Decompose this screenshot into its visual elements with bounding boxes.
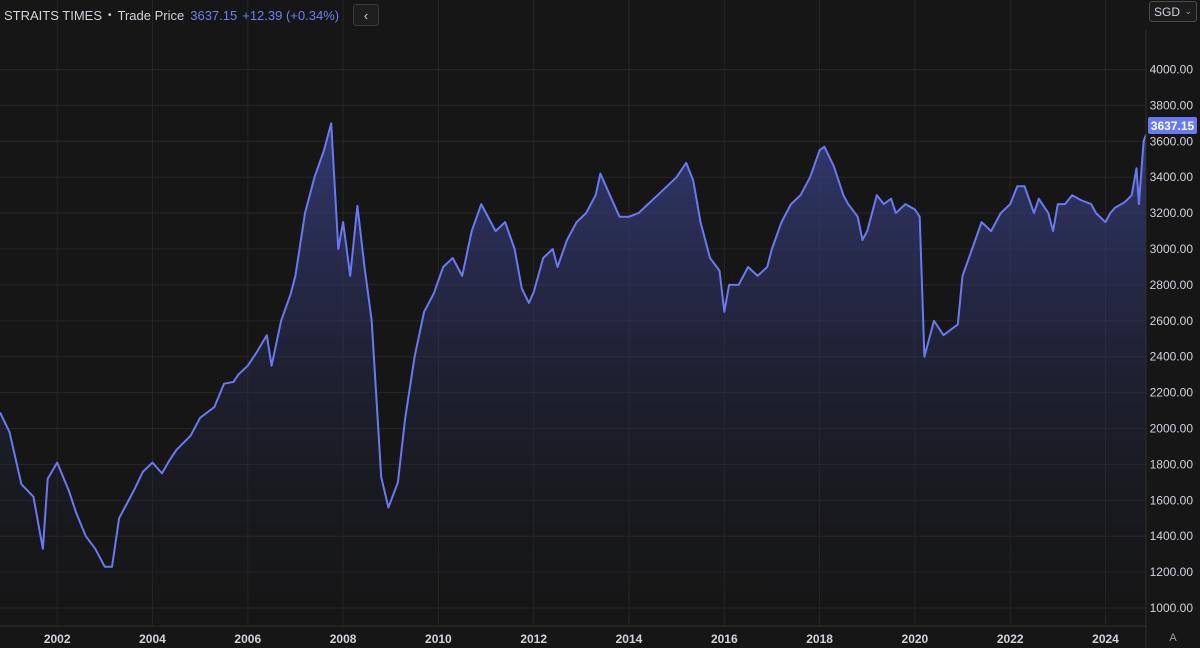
x-tick-label: 2012 (520, 632, 547, 646)
x-tick-label: 2006 (234, 632, 261, 646)
y-tick-label: 3800.00 (1150, 98, 1194, 112)
x-tick-label: 2022 (997, 632, 1024, 646)
x-tick-label: 2020 (902, 632, 929, 646)
legend-header: STRAITS TIMES • Trade Price 3637.15 +12.… (4, 4, 380, 26)
x-tick-label: 2010 (425, 632, 452, 646)
y-tick-label: 1400.00 (1150, 529, 1194, 543)
price-area-fill (0, 123, 1146, 627)
y-tick-label: 2400.00 (1150, 350, 1194, 364)
x-tick-label: 2002 (44, 632, 71, 646)
x-tick-label: 2018 (806, 632, 833, 646)
y-tick-label: 4000.00 (1150, 62, 1194, 76)
y-tick-label: 1600.00 (1150, 493, 1194, 507)
y-tick-label: 2800.00 (1150, 278, 1194, 292)
y-tick-label: 3000.00 (1150, 242, 1194, 256)
separator-dot: • (108, 9, 112, 21)
y-tick-label: 3200.00 (1150, 206, 1194, 220)
last-price-tag: 3637.15 (1148, 117, 1197, 134)
chevron-left-icon: ‹ (363, 7, 369, 23)
x-tick-label: 2024 (1092, 632, 1119, 646)
collapse-legend-button[interactable]: ‹ (353, 4, 380, 26)
symbol-name: STRAITS TIMES (4, 7, 102, 23)
x-tick-label: 2014 (616, 632, 643, 646)
time-axis[interactable]: 2002 2004 2006 2008 2010 2012 2014 2016 2018 2020… (44, 632, 1119, 646)
last-price: 3637.15 (190, 7, 238, 23)
price-axis[interactable]: 1000.00 1200.00 1400.00 1600.00 1800.00 2000.… (1150, 62, 1194, 615)
y-tick-label: 1000.00 (1150, 601, 1194, 615)
auto-scale-button[interactable]: A (1169, 632, 1177, 644)
x-tick-label: 2004 (139, 632, 166, 646)
y-tick-label: 2600.00 (1150, 314, 1194, 328)
chevron-down-icon: ⌄ (1184, 6, 1192, 16)
y-tick-label: 3400.00 (1150, 170, 1194, 184)
currency-select[interactable]: SGD ⌄ (1149, 1, 1197, 22)
series-label: Trade Price (117, 7, 185, 23)
y-tick-label: 3600.00 (1150, 134, 1194, 148)
y-tick-label: 2000.00 (1150, 422, 1194, 436)
currency-value: SGD (1154, 4, 1181, 19)
price-change: +12.39 (+0.34%) (242, 7, 340, 23)
x-tick-label: 2016 (711, 632, 738, 646)
y-tick-label: 1800.00 (1150, 457, 1194, 471)
y-tick-label: 2200.00 (1150, 386, 1194, 400)
price-line (0, 122, 1147, 568)
x-tick-label: 2008 (330, 632, 357, 646)
y-tick-label: 1200.00 (1150, 565, 1194, 579)
